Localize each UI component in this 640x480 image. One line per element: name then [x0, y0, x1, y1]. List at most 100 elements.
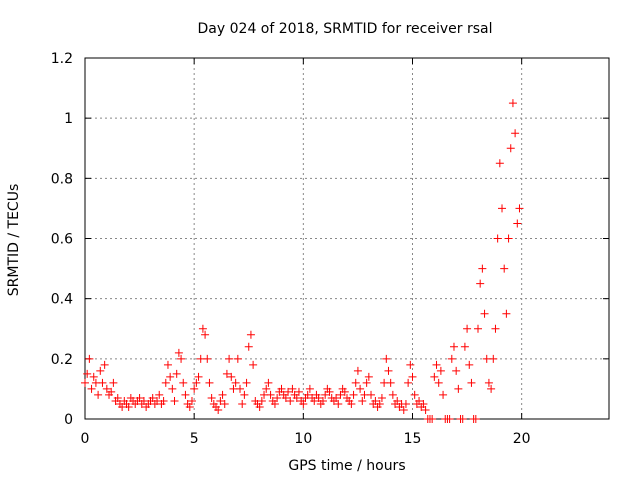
data-point	[89, 372, 98, 381]
data-point	[358, 396, 367, 405]
data-point	[498, 204, 507, 213]
data-point	[266, 390, 275, 399]
data-point	[487, 384, 496, 393]
data-point	[478, 264, 487, 273]
data-point	[432, 360, 441, 369]
data-point	[506, 144, 515, 153]
data-point	[439, 390, 448, 399]
data-point	[179, 378, 188, 387]
data-point	[351, 378, 360, 387]
x-axis-label: GPS time / hours	[288, 458, 405, 474]
data-point	[349, 390, 358, 399]
y-axis-label: SRMTID / TECUs	[6, 184, 22, 297]
data-point	[445, 415, 454, 423]
data-point	[286, 396, 295, 405]
data-point	[476, 279, 485, 288]
data-point	[277, 384, 286, 393]
data-point	[246, 330, 255, 339]
data-point	[207, 393, 216, 402]
data-point	[264, 378, 273, 387]
data-point	[170, 396, 179, 405]
data-point	[393, 396, 402, 405]
data-point	[356, 384, 365, 393]
data-point	[367, 390, 376, 399]
data-point	[467, 378, 476, 387]
data-points	[81, 99, 524, 423]
data-point	[371, 396, 380, 405]
data-point	[458, 415, 467, 423]
data-point	[255, 402, 264, 411]
data-point	[227, 372, 236, 381]
data-point	[399, 405, 408, 414]
data-point	[325, 387, 334, 396]
data-point	[493, 234, 502, 243]
y-tick-labels: 0 0.2 0.4 0.6 0.8 1 1.2	[51, 51, 73, 428]
data-point	[449, 342, 458, 351]
data-point	[262, 384, 271, 393]
data-point	[465, 360, 474, 369]
data-point	[314, 393, 323, 402]
data-point	[81, 378, 89, 387]
data-point	[294, 387, 303, 396]
data-point	[419, 399, 428, 408]
x-tick-label: 20	[513, 431, 531, 447]
data-point	[484, 378, 493, 387]
data-point	[135, 393, 144, 402]
data-point	[203, 354, 212, 363]
data-point	[404, 378, 413, 387]
data-point	[242, 378, 251, 387]
data-point	[281, 393, 290, 402]
data-point	[113, 393, 122, 402]
data-point	[334, 399, 343, 408]
data-point	[270, 399, 279, 408]
y-tick-label: 0	[64, 412, 73, 428]
data-point	[192, 378, 201, 387]
data-point	[502, 309, 511, 318]
data-point	[166, 372, 175, 381]
x-tick-labels: 0 5 10 15 20	[81, 431, 531, 447]
data-point	[471, 415, 480, 423]
y-tick-label: 0.4	[51, 292, 73, 308]
data-point	[303, 390, 312, 399]
data-point	[216, 396, 225, 405]
data-point	[87, 384, 96, 393]
data-point	[513, 219, 522, 228]
data-point	[220, 399, 229, 408]
data-point	[434, 378, 443, 387]
data-point	[198, 324, 207, 333]
data-point	[201, 330, 210, 339]
data-point	[460, 342, 469, 351]
data-point	[172, 369, 181, 378]
data-point	[347, 399, 356, 408]
axis-ticks	[84, 57, 609, 420]
data-point	[500, 264, 509, 273]
data-point	[292, 393, 301, 402]
data-point	[236, 384, 245, 393]
data-point	[102, 384, 111, 393]
y-tick-label: 1.2	[51, 51, 73, 67]
data-point	[382, 354, 391, 363]
data-point	[299, 399, 308, 408]
data-point	[98, 378, 107, 387]
y-tick-label: 0.6	[51, 232, 73, 248]
data-point	[96, 366, 105, 375]
data-point	[430, 372, 439, 381]
data-point	[332, 393, 341, 402]
data-point	[495, 159, 504, 168]
data-point	[491, 324, 500, 333]
data-point	[410, 390, 419, 399]
data-point	[310, 396, 319, 405]
data-point	[159, 396, 168, 405]
data-point	[155, 390, 164, 399]
data-point	[194, 372, 203, 381]
x-tick-label: 0	[81, 431, 90, 447]
x-tick-label: 10	[294, 431, 312, 447]
data-point	[353, 366, 362, 375]
data-point	[109, 378, 118, 387]
data-point	[447, 354, 456, 363]
data-point	[257, 396, 266, 405]
data-point	[511, 129, 520, 138]
data-point	[205, 378, 214, 387]
grid-lines	[85, 58, 609, 419]
